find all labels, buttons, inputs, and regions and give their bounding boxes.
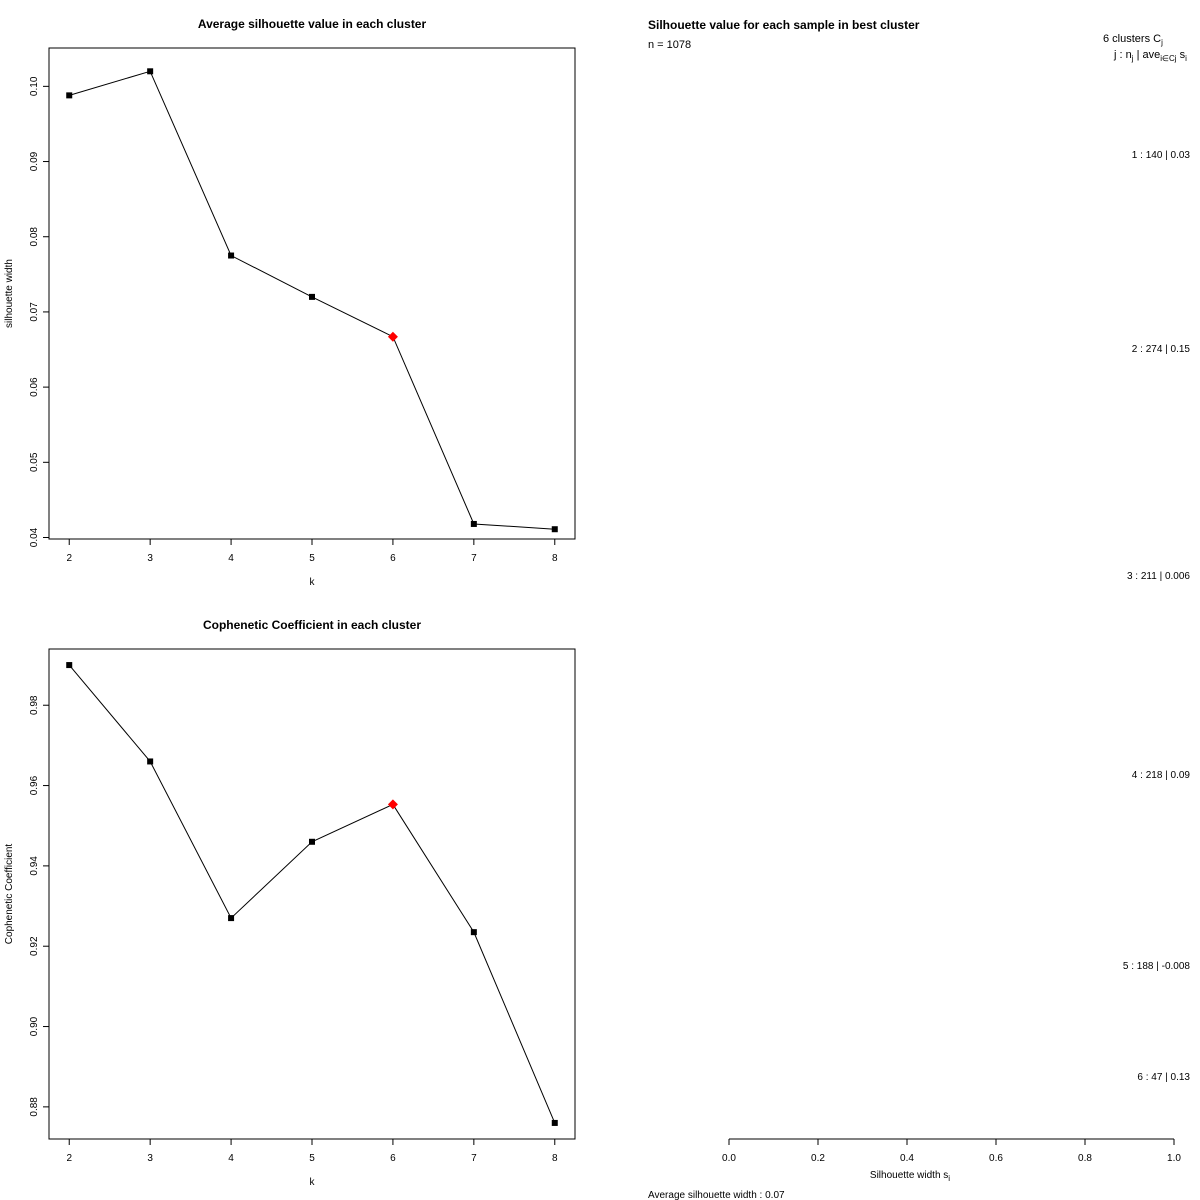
y-tick-label: 0.08 (29, 227, 40, 247)
data-point (470, 929, 477, 936)
data-point-highlight (387, 799, 398, 810)
y-tick-label: 0.10 (29, 76, 40, 96)
y-tick-label: 0.92 (29, 936, 40, 956)
data-point (309, 293, 315, 300)
cluster-header: 6 clusters Cj (1103, 33, 1163, 47)
y-axis-label: silhouette width (4, 259, 15, 328)
header-text: s (1177, 49, 1186, 61)
header-text: | ave (1134, 49, 1161, 61)
data-point (551, 1119, 558, 1126)
chart-title: Average silhouette value in each cluster (198, 17, 427, 31)
header-subscript: i (1185, 54, 1187, 63)
x-tick-label: 1.0 (1167, 1153, 1181, 1164)
silhouette-chart: Silhouette value for each sample in best… (648, 18, 1190, 1200)
x-tick-label: 4 (228, 1153, 234, 1164)
x-tick-label: 5 (309, 553, 315, 564)
y-tick-label: 0.90 (29, 1016, 40, 1036)
data-point (228, 915, 235, 922)
x-tick-label: 3 (147, 1153, 153, 1164)
y-axis-label: Cophenetic Coefficient (4, 844, 15, 945)
xlabel-text: Silhouette width s (870, 1170, 948, 1181)
cluster-label: 3 : 211 | 0.006 (1127, 571, 1190, 582)
x-axis-label: k (310, 577, 316, 588)
x-axis-label: k (310, 1177, 316, 1188)
x-tick-label: 8 (552, 1153, 558, 1164)
chart-title: Cophenetic Coefficient in each cluster (203, 618, 421, 632)
y-tick-label: 0.88 (29, 1097, 40, 1117)
line-chart-1: Average silhouette value in each cluster… (4, 17, 576, 588)
x-tick-label: 4 (228, 553, 234, 564)
cluster-label: 2 : 274 | 0.15 (1132, 344, 1191, 355)
y-tick-label: 0.98 (29, 695, 40, 715)
y-tick-label: 0.06 (29, 377, 40, 397)
x-tick-label: 8 (552, 553, 558, 564)
cluster-label: 1 : 140 | 0.03 (1132, 150, 1191, 161)
plot-frame (48, 47, 576, 540)
y-tick-label: 0.04 (29, 527, 40, 547)
y-tick-label: 0.09 (29, 151, 40, 171)
x-tick-label: 2 (66, 553, 72, 564)
header-text: 6 clusters C (1103, 33, 1161, 45)
x-tick-label: 0.8 (1078, 1153, 1092, 1164)
y-tick-label: 0.94 (29, 856, 40, 876)
y-tick-label: 0.07 (29, 302, 40, 322)
sample-count: n = 1078 (648, 39, 691, 51)
data-point (228, 252, 235, 259)
data-point (309, 838, 315, 845)
header-subscript: i∈Cj (1160, 54, 1177, 63)
cluster-subheader: j : nj | avei∈Cj si (1113, 49, 1187, 63)
x-tick-label: 5 (309, 1153, 315, 1164)
y-tick-label: 0.05 (29, 452, 40, 472)
header-subscript: j (1160, 38, 1163, 47)
data-point (66, 662, 73, 669)
x-tick-label: 0.6 (989, 1153, 1003, 1164)
series-line (68, 664, 556, 1124)
average-silhouette-width: Average silhouette width : 0.07 (648, 1190, 785, 1200)
x-tick-label: 7 (471, 1153, 477, 1164)
data-point (147, 68, 154, 75)
xlabel-subscript: i (948, 1174, 950, 1183)
header-text: j : n (1113, 49, 1132, 61)
chart-title: Silhouette value for each sample in best… (648, 18, 920, 32)
data-point (470, 520, 477, 527)
x-tick-label: 6 (390, 553, 396, 564)
x-tick-label: 0.4 (900, 1153, 914, 1164)
x-tick-label: 3 (147, 553, 153, 564)
plot-frame (48, 648, 576, 1140)
series-line (69, 70, 555, 530)
x-tick-label: 0.2 (811, 1153, 825, 1164)
y-tick-label: 0.96 (29, 775, 40, 795)
line-chart-2: Cophenetic Coefficient in each cluster 2 3… (4, 618, 576, 1188)
cluster-label: 4 : 218 | 0.09 (1132, 770, 1191, 781)
x-tick-label: 2 (66, 1153, 72, 1164)
data-point (551, 526, 558, 533)
x-axis-label: Silhouette width si (870, 1170, 950, 1183)
x-tick-label: 7 (471, 553, 477, 564)
header-subscript: j (1131, 54, 1134, 63)
data-point (147, 758, 154, 765)
x-tick-label: 0.0 (722, 1153, 736, 1164)
data-point (66, 92, 73, 99)
data-point-highlight (387, 331, 398, 342)
x-tick-label: 6 (390, 1153, 396, 1164)
cluster-label: 6 : 47 | 0.13 (1137, 1072, 1190, 1083)
cluster-label: 5 : 188 | -0.008 (1123, 961, 1191, 972)
